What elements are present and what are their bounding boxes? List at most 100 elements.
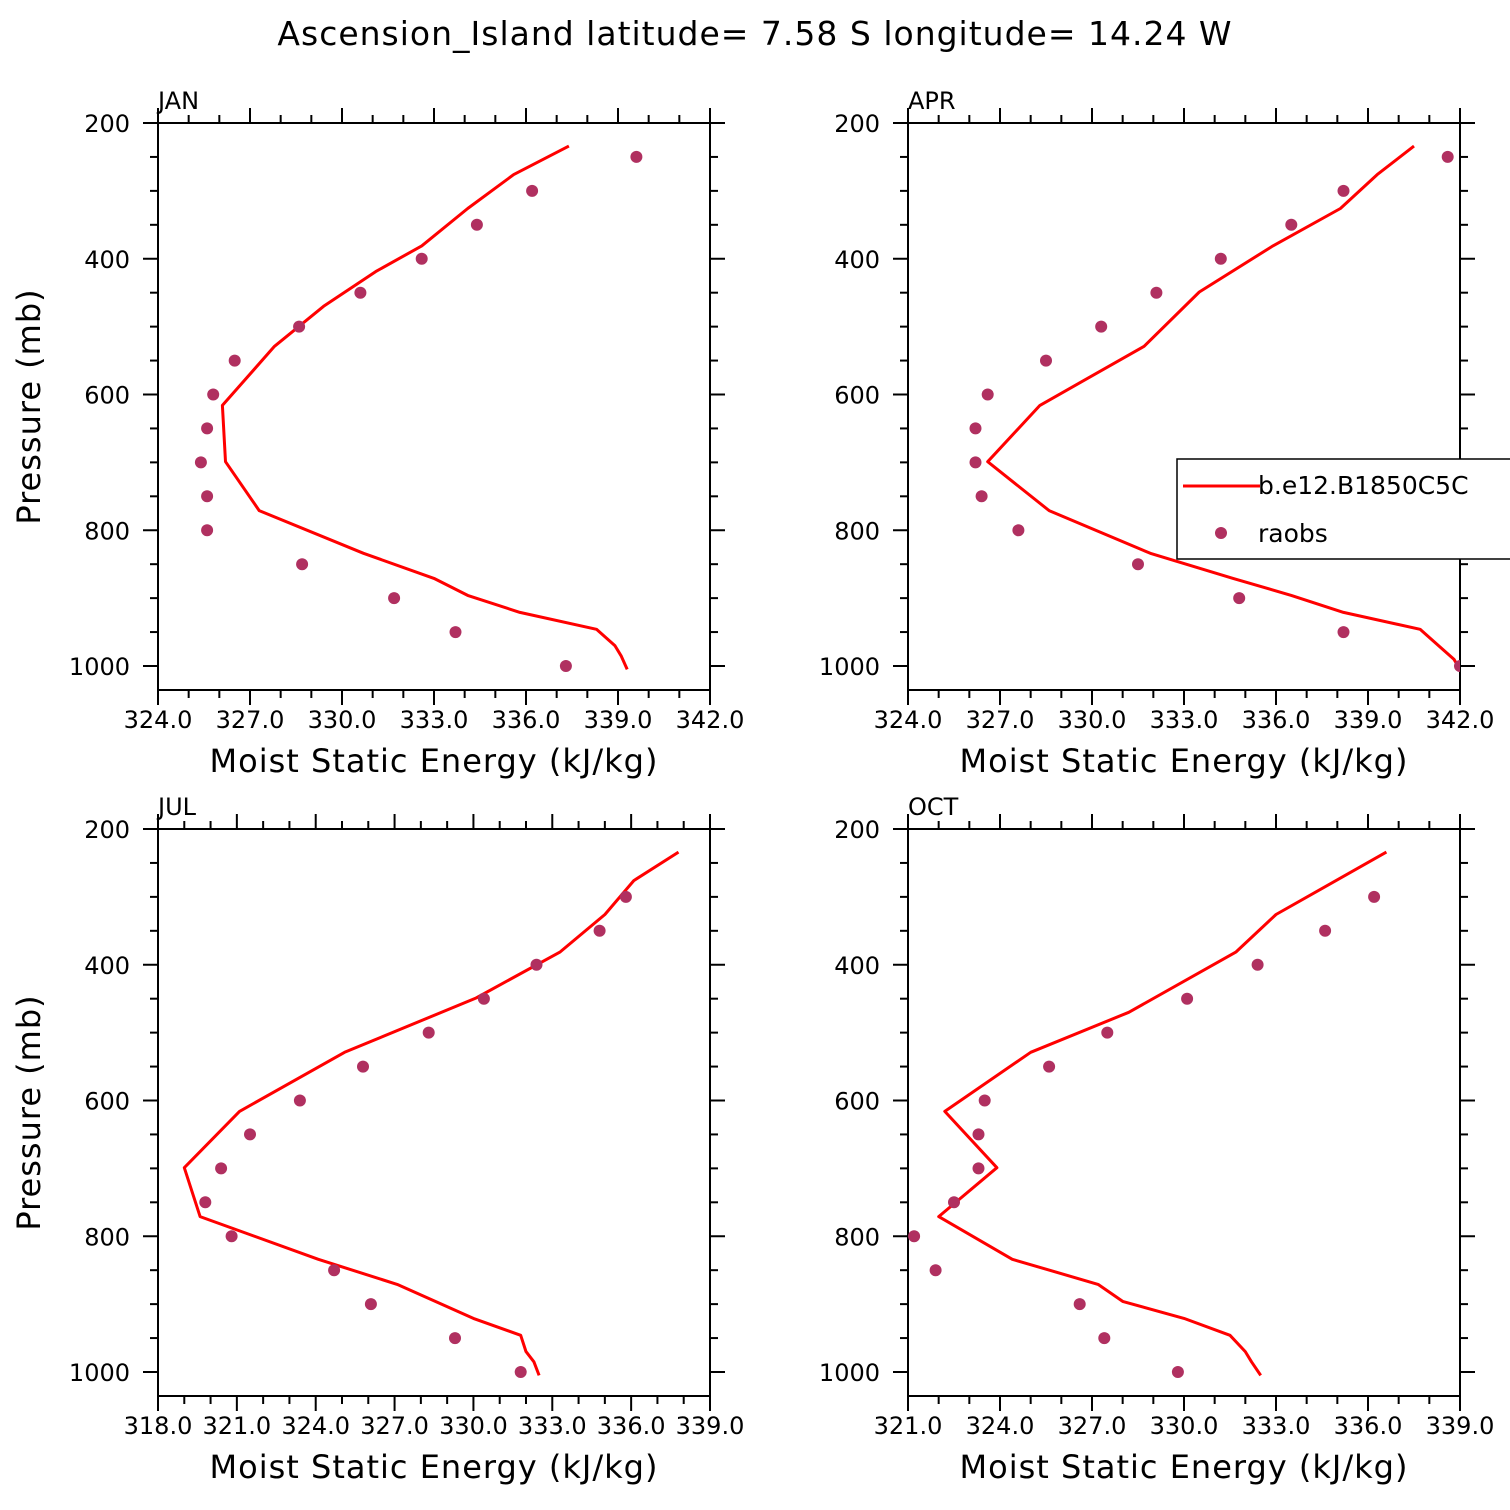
obs-point	[364, 1298, 377, 1311]
x-tick-label: 324.0	[124, 706, 193, 734]
obs-point	[328, 1264, 341, 1277]
series-group	[194, 144, 643, 672]
y-tick-label: 800	[834, 517, 880, 545]
y-tick-label: 200	[834, 110, 880, 138]
obs-point	[388, 592, 401, 605]
obs-point	[972, 1162, 985, 1175]
obs-point	[228, 354, 241, 367]
x-tick-label: 330.0	[1150, 1412, 1219, 1440]
obs-point	[1095, 320, 1108, 333]
y-tick-label: 800	[834, 1223, 880, 1251]
x-tick-label: 333.0	[1150, 706, 1219, 734]
y-tick-label: 800	[84, 1223, 130, 1251]
x-axis: 321.0 324.0 327.0 330.0 333.0 336.0 339.0	[874, 814, 1495, 1440]
obs-point	[1150, 286, 1163, 299]
model-line	[937, 850, 1388, 1377]
obs-point	[449, 626, 462, 639]
x-axis-title: Moist Static Energy (kJ/kg)	[210, 742, 659, 780]
obs-point	[201, 524, 214, 537]
y-tick-label: 600	[834, 382, 880, 410]
obs-point	[296, 558, 309, 571]
y-axis: 200 400 600 800 1000	[819, 110, 1475, 681]
x-tick-label: 333.0	[518, 1412, 587, 1440]
legend-obs-swatch	[1215, 527, 1227, 539]
panels-group: JAN 324.0 327.0 330.0 333.0 336.0 339.0 342.0 20…	[10, 87, 1510, 1486]
obs-point	[422, 1026, 435, 1039]
y-tick-label: 400	[84, 952, 130, 980]
x-tick-label: 321.0	[874, 1412, 943, 1440]
y-axis: 200 400 600 800 1000	[69, 816, 725, 1387]
series-group	[182, 850, 680, 1378]
plot-frame	[907, 122, 1461, 691]
y-tick-label: 1000	[819, 1359, 880, 1387]
x-tick-label: 336.0	[1334, 1412, 1403, 1440]
x-tick-label: 342.0	[676, 706, 745, 734]
obs-point	[514, 1366, 527, 1378]
obs-point	[969, 456, 982, 469]
obs-point	[293, 1094, 306, 1107]
x-tick-label: 336.0	[1242, 706, 1311, 734]
obs-point	[1171, 1366, 1184, 1378]
x-tick-label: 333.0	[400, 706, 469, 734]
obs-point	[526, 184, 539, 197]
obs-point	[1251, 958, 1264, 971]
model-line	[986, 144, 1460, 671]
obs-point	[1043, 1060, 1056, 1073]
panel-label: JUL	[156, 793, 197, 821]
obs-point	[201, 490, 214, 503]
x-tick-label: 336.0	[597, 1412, 666, 1440]
obs-point	[225, 1230, 238, 1243]
y-tick-label: 600	[834, 1088, 880, 1116]
plot-frame	[907, 828, 1461, 1397]
obs-point	[477, 992, 490, 1005]
obs-point	[1337, 184, 1350, 197]
plot-frame	[157, 122, 711, 691]
obs-point	[1181, 992, 1194, 1005]
legend-obs-label: raobs	[1258, 519, 1328, 548]
x-tick-label: 342.0	[1426, 706, 1495, 734]
obs-point	[1368, 890, 1381, 903]
legend-model-label: b.e12.B1850C5C	[1258, 471, 1469, 500]
x-tick-label: 327.0	[966, 706, 1035, 734]
x-tick-label: 339.0	[676, 1412, 745, 1440]
x-tick-label: 339.0	[1426, 1412, 1495, 1440]
panel-jul: JUL 318.0 321.0 324.0 327.0 330.0 333.0 336.0 33…	[10, 793, 744, 1486]
obs-point	[1454, 660, 1460, 672]
legend-box	[1176, 458, 1510, 560]
obs-point	[593, 924, 606, 937]
panel-label: OCT	[908, 793, 959, 821]
y-tick-label: 1000	[69, 1359, 130, 1387]
series-group	[908, 850, 1388, 1378]
obs-point	[293, 320, 306, 333]
x-axis-title: Moist Static Energy (kJ/kg)	[960, 1448, 1409, 1486]
x-axis: 324.0 327.0 330.0 333.0 336.0 339.0 342.0	[874, 108, 1495, 734]
x-tick-label: 324.0	[966, 1412, 1035, 1440]
obs-point	[981, 388, 994, 401]
y-axis: 200 400 600 800 1000	[69, 110, 725, 681]
y-tick-label: 1000	[819, 653, 880, 681]
x-tick-label: 330.0	[439, 1412, 508, 1440]
obs-point	[972, 1128, 985, 1141]
figure-title: Ascension_Island latitude= 7.58 S longit…	[277, 14, 1232, 53]
obs-point	[1441, 150, 1454, 163]
panel-jan: JAN 324.0 327.0 330.0 333.0 336.0 339.0 342.0 20…	[10, 87, 744, 780]
x-axis-title: Moist Static Energy (kJ/kg)	[960, 742, 1409, 780]
y-axis-title: Pressure (mb)	[10, 994, 48, 1230]
obs-point	[449, 1332, 461, 1345]
obs-point	[244, 1128, 256, 1141]
x-tick-label: 318.0	[124, 1412, 193, 1440]
obs-point	[199, 1196, 212, 1209]
obs-point	[1040, 354, 1052, 367]
x-tick-label: 321.0	[202, 1412, 271, 1440]
y-tick-label: 400	[834, 246, 880, 274]
y-tick-label: 600	[84, 1088, 130, 1116]
x-tick-label: 330.0	[308, 706, 377, 734]
x-tick-label: 330.0	[1058, 706, 1127, 734]
y-axis-title: Pressure (mb)	[10, 288, 48, 524]
obs-point	[619, 890, 632, 903]
obs-point	[357, 1060, 369, 1073]
y-tick-label: 200	[84, 816, 130, 844]
model-line	[220, 144, 629, 671]
x-tick-label: 324.0	[281, 1412, 350, 1440]
y-tick-label: 200	[84, 110, 130, 138]
